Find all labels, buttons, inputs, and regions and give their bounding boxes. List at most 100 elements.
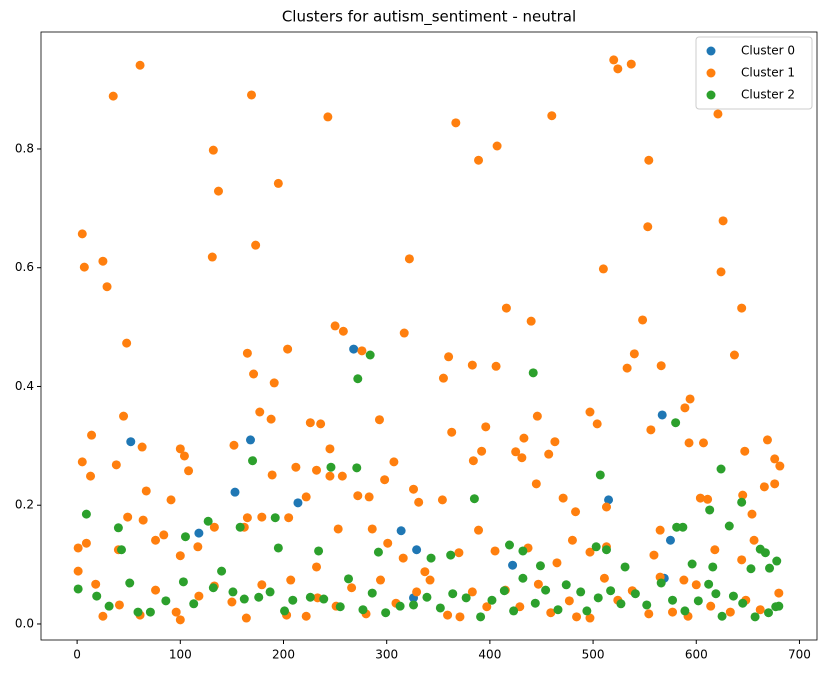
x-tick-label: 700: [788, 648, 811, 662]
point: [770, 479, 780, 489]
point: [335, 602, 345, 612]
point: [713, 109, 723, 119]
point: [373, 547, 383, 557]
point: [511, 447, 521, 457]
point: [490, 546, 500, 556]
point: [249, 369, 259, 379]
point: [656, 578, 666, 588]
point: [255, 407, 265, 417]
point: [764, 608, 773, 618]
point: [323, 112, 333, 122]
point: [102, 282, 112, 292]
point: [582, 606, 592, 616]
point: [561, 580, 571, 590]
point: [73, 543, 83, 553]
point: [710, 545, 720, 555]
point: [257, 512, 267, 522]
point: [108, 91, 118, 101]
point: [352, 463, 362, 473]
point: [504, 540, 514, 550]
point: [591, 542, 601, 552]
point: [774, 601, 784, 611]
point: [77, 457, 87, 467]
point: [438, 373, 448, 383]
point: [353, 374, 363, 384]
y-tick-label: 0.4: [15, 379, 34, 393]
point: [330, 321, 340, 331]
point: [629, 349, 639, 359]
point: [444, 352, 454, 362]
point: [711, 589, 721, 599]
point: [242, 348, 252, 358]
point: [412, 545, 422, 555]
point: [695, 493, 705, 503]
point: [678, 522, 688, 532]
point: [601, 545, 611, 555]
point: [133, 607, 143, 617]
point: [209, 522, 219, 532]
point: [111, 460, 121, 470]
point: [592, 419, 602, 429]
legend-marker: [706, 46, 716, 56]
point: [175, 551, 185, 561]
point: [558, 493, 568, 503]
point: [595, 470, 605, 480]
point: [762, 435, 772, 445]
point: [716, 267, 726, 277]
point: [622, 363, 632, 373]
point: [230, 487, 240, 497]
point: [283, 344, 293, 354]
point: [638, 315, 648, 325]
point: [380, 475, 390, 485]
y-tick-label: 0.6: [15, 260, 34, 274]
point: [398, 553, 408, 563]
point: [122, 338, 132, 348]
point: [123, 512, 133, 522]
point: [630, 589, 640, 599]
point: [656, 361, 666, 371]
point: [544, 449, 554, 459]
point: [685, 394, 695, 404]
point: [367, 588, 377, 598]
point: [447, 427, 457, 437]
point: [476, 612, 486, 622]
point: [239, 594, 249, 604]
point: [399, 328, 409, 338]
point: [288, 595, 298, 605]
point: [668, 595, 678, 605]
point: [293, 498, 303, 508]
point: [180, 532, 190, 542]
point: [451, 118, 461, 128]
point: [98, 611, 108, 621]
point: [553, 605, 563, 615]
point: [705, 505, 715, 515]
point: [273, 543, 283, 553]
point: [552, 558, 562, 568]
point: [528, 368, 538, 378]
point: [86, 471, 96, 481]
point: [671, 418, 681, 428]
point: [737, 303, 747, 313]
point: [92, 591, 102, 601]
point: [772, 556, 782, 566]
y-tick-label: 0.8: [15, 141, 34, 155]
legend-label: Cluster 1: [741, 66, 795, 80]
x-tick-label: 500: [582, 648, 605, 662]
point: [425, 575, 435, 585]
point: [73, 566, 83, 576]
point: [642, 600, 652, 610]
point: [247, 90, 257, 100]
point: [644, 609, 654, 619]
point: [305, 418, 315, 428]
x-tick-label: 0: [73, 648, 81, 662]
point: [698, 438, 708, 448]
point: [73, 584, 83, 594]
point: [412, 587, 422, 597]
chart-title: Clusters for autism_sentiment - neutral: [282, 8, 576, 27]
point: [414, 497, 424, 507]
point: [703, 494, 713, 504]
point: [194, 528, 204, 538]
point: [691, 580, 701, 590]
point: [687, 559, 697, 569]
point: [273, 178, 283, 188]
